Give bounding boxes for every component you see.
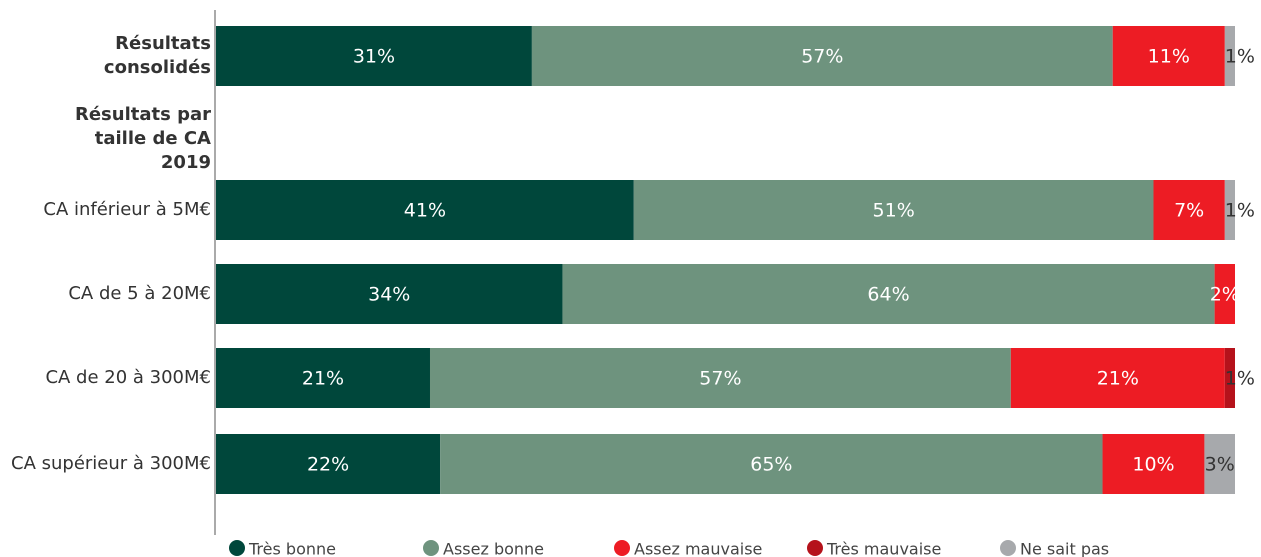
bar-segment xyxy=(216,348,430,408)
bar-segment xyxy=(1010,348,1225,408)
bar-segment xyxy=(216,26,532,86)
bar-segment xyxy=(1224,26,1235,86)
category-label: CA de 5 à 20M€ xyxy=(68,283,211,304)
legend-swatch xyxy=(807,540,823,556)
bar-segment xyxy=(562,264,1215,324)
legend-swatch xyxy=(614,540,630,556)
legend-label: Assez bonne xyxy=(443,540,544,557)
category-label: CA supérieur à 300M€ xyxy=(11,453,211,474)
bar-segment xyxy=(531,26,1113,86)
bar-segment xyxy=(1214,264,1235,324)
bar-segment xyxy=(216,180,634,240)
bar-segment xyxy=(216,264,563,324)
value-label: 7% xyxy=(1174,200,1204,222)
value-label: 1% xyxy=(1225,200,1255,222)
value-label: 10% xyxy=(1132,454,1174,476)
bar-segment xyxy=(216,434,441,494)
bar-segment xyxy=(429,348,1011,408)
value-label: 1% xyxy=(1225,368,1255,390)
value-label: 21% xyxy=(302,368,344,390)
bar-segment xyxy=(1102,434,1205,494)
bar-segment xyxy=(1204,434,1235,494)
category-label: Résultats par taille de CA 2019 xyxy=(74,104,211,173)
legend-label: Très bonne xyxy=(248,540,336,557)
value-label: 2% xyxy=(1210,284,1240,306)
value-label: 64% xyxy=(867,284,909,306)
bar-segment xyxy=(440,434,1103,494)
value-label: 57% xyxy=(801,46,843,68)
value-label: 65% xyxy=(750,454,792,476)
legend-label: Très mauvaise xyxy=(826,540,941,557)
value-label: 1% xyxy=(1225,46,1255,68)
value-label: 34% xyxy=(368,284,410,306)
value-label: 31% xyxy=(353,46,395,68)
bar-segment xyxy=(1224,180,1235,240)
bar-segment xyxy=(633,180,1154,240)
value-label: 22% xyxy=(307,454,349,476)
value-label: 3% xyxy=(1205,454,1235,476)
legend-swatch xyxy=(423,540,439,556)
legend-swatch xyxy=(229,540,245,556)
value-label: 21% xyxy=(1097,368,1139,390)
value-label: 41% xyxy=(404,200,446,222)
value-label: 11% xyxy=(1148,46,1190,68)
bar-segment xyxy=(1224,348,1235,408)
bar-segment xyxy=(1112,26,1225,86)
category-label: CA inférieur à 5M€ xyxy=(43,199,211,220)
category-label: Résultats consolidés xyxy=(103,33,211,78)
value-label: 51% xyxy=(873,200,915,222)
value-label: 57% xyxy=(699,368,741,390)
legend-swatch xyxy=(1000,540,1016,556)
legend-label: Assez mauvaise xyxy=(634,540,762,557)
legend-label: Ne sait pas xyxy=(1020,540,1109,557)
bar-segment xyxy=(1153,180,1225,240)
category-label: CA de 20 à 300M€ xyxy=(45,367,211,388)
